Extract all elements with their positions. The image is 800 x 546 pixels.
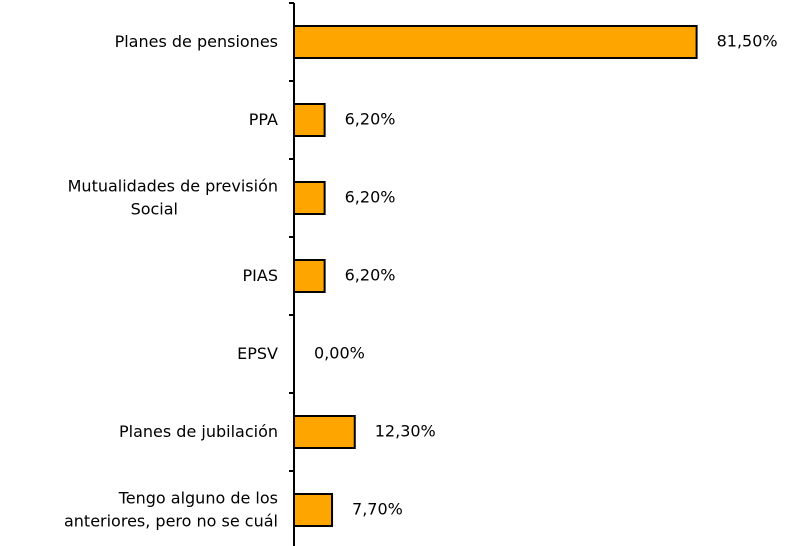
label-line: Planes de pensiones bbox=[115, 32, 278, 51]
value-label: 6,20% bbox=[345, 188, 396, 207]
bar bbox=[293, 25, 698, 59]
y-tick-label: EPSV bbox=[237, 344, 278, 363]
label-line: anteriores, pero no se cuál bbox=[64, 511, 278, 530]
value-label: 7,70% bbox=[352, 500, 403, 519]
label-line: EPSV bbox=[237, 344, 278, 363]
label-line: PIAS bbox=[243, 266, 278, 285]
value-label: 81,50% bbox=[717, 32, 778, 51]
value-label: 12,30% bbox=[375, 422, 436, 441]
y-tick-label: PPA bbox=[249, 110, 278, 129]
label-line: Mutualidades de previsión bbox=[68, 176, 278, 195]
y-tick-label: Planes de jubilación bbox=[119, 422, 278, 441]
bar bbox=[293, 103, 326, 137]
label-line: Social bbox=[131, 199, 178, 218]
bar bbox=[293, 259, 326, 293]
y-tick-label: PIAS bbox=[243, 266, 278, 285]
bar bbox=[293, 493, 334, 527]
bar bbox=[293, 181, 326, 215]
value-label: 0,00% bbox=[314, 344, 365, 363]
value-label: 6,20% bbox=[345, 110, 396, 129]
y-tick-label: Tengo alguno de los anteriores, pero no s… bbox=[64, 488, 278, 530]
label-line: Planes de jubilación bbox=[119, 422, 278, 441]
label-line: PPA bbox=[249, 110, 278, 129]
y-tick-label: Planes de pensiones bbox=[115, 32, 278, 51]
label-line: Tengo alguno de los bbox=[118, 488, 278, 507]
bar bbox=[293, 415, 356, 449]
y-tick-label: Mutualidades de previsión Social bbox=[68, 176, 278, 218]
value-label: 6,20% bbox=[345, 266, 396, 285]
